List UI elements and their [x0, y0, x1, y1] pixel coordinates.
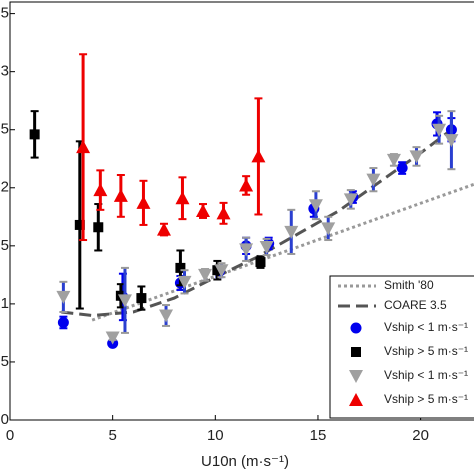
marker: [212, 265, 223, 276]
y-tick-label: 3: [1, 63, 9, 80]
y-tick-label: 2.5: [0, 121, 9, 138]
marker: [177, 275, 192, 289]
x-axis-label: U10n (m·s⁻¹): [201, 453, 289, 470]
marker: [284, 225, 299, 239]
marker: [136, 195, 151, 209]
marker: [308, 199, 323, 213]
y-tick-label: 1: [1, 295, 9, 312]
legend-label: COARE 3.5: [384, 298, 447, 312]
marker: [366, 173, 381, 187]
marker: [409, 150, 424, 164]
marker: [76, 140, 91, 154]
x-tick-label: 15: [310, 427, 327, 444]
marker: [432, 123, 447, 137]
legend-label: Vship < 1 m·s⁻¹: [384, 320, 468, 334]
y-tick-label: 0.5: [0, 353, 9, 370]
marker: [198, 268, 213, 282]
marker: [255, 257, 266, 268]
marker: [74, 219, 85, 230]
marker: [56, 290, 71, 304]
marker: [93, 222, 104, 233]
marker: [239, 178, 254, 192]
x-tick-label: 0: [6, 427, 14, 444]
marker: [343, 193, 358, 207]
marker: [175, 191, 190, 205]
legend-label: Vship < 1 m·s⁻¹: [384, 368, 468, 382]
plot-frame: [9, 1, 474, 421]
marker: [396, 162, 408, 174]
x-tick-label: 20: [412, 427, 429, 444]
marker: [195, 204, 210, 217]
legend-marker: [351, 347, 361, 357]
fit-line: [91, 182, 474, 322]
marker: [239, 243, 254, 257]
legend-marker: [349, 370, 363, 383]
marker: [105, 331, 120, 345]
marker: [175, 262, 186, 273]
marker: [251, 149, 266, 163]
marker: [444, 134, 459, 148]
y-tick-label: 1.5: [0, 237, 9, 254]
marker: [136, 293, 147, 304]
y-tick-label: 2: [1, 179, 9, 196]
y-tick-label: 0: [1, 411, 9, 428]
marker: [117, 294, 132, 308]
marker: [57, 316, 69, 328]
marker: [29, 129, 40, 140]
x-tick-label: 10: [207, 427, 224, 444]
marker: [259, 240, 274, 254]
marker: [93, 183, 108, 197]
legend-label: Smith '80: [384, 278, 434, 292]
marker: [214, 264, 229, 278]
legend-label: Vship > 5 m·s⁻¹: [384, 392, 468, 406]
legend-marker: [349, 393, 363, 406]
marker: [159, 309, 174, 323]
x-tick-label: 5: [108, 427, 116, 444]
marker: [156, 222, 171, 236]
marker: [321, 222, 336, 236]
marker: [113, 188, 128, 202]
marker: [216, 206, 231, 220]
legend-label: Vship > 5 m·s⁻¹: [384, 344, 468, 358]
y-tick-label: 3.5: [0, 5, 9, 22]
marker: [386, 153, 401, 167]
legend-marker: [350, 322, 362, 334]
